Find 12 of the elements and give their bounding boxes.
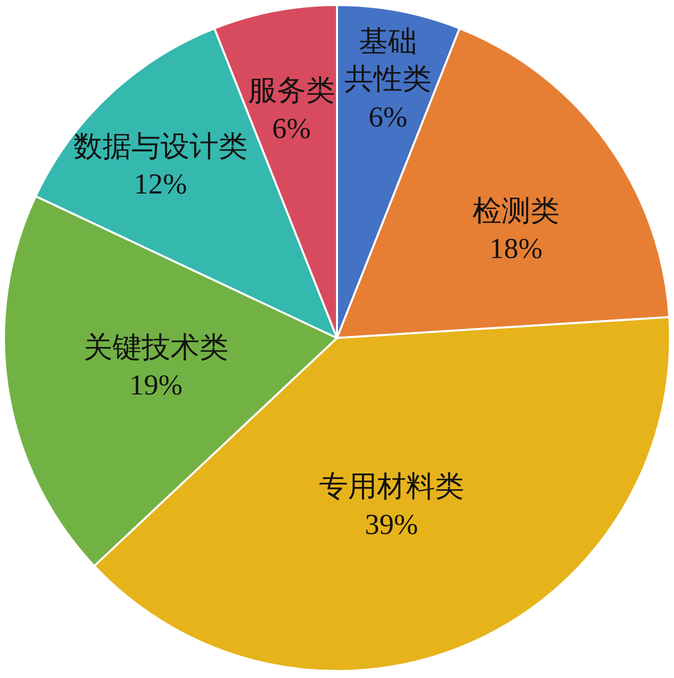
slice-label: 数据与设计类 <box>74 130 248 163</box>
slice-label: 专用材料类 <box>319 471 464 504</box>
slice-label: 关键技术类 <box>84 332 228 364</box>
slice-label: 基础共性类 <box>344 26 432 96</box>
slice-label: 检测类 <box>472 195 560 228</box>
data-label: 19% <box>129 370 183 402</box>
data-label: 12% <box>134 168 188 201</box>
data-label: 39% <box>364 508 418 541</box>
data-label: 6% <box>368 101 408 134</box>
data-label: 6% <box>272 112 311 145</box>
slice-label: 服务类 <box>248 75 335 108</box>
data-label: 18% <box>489 233 543 266</box>
